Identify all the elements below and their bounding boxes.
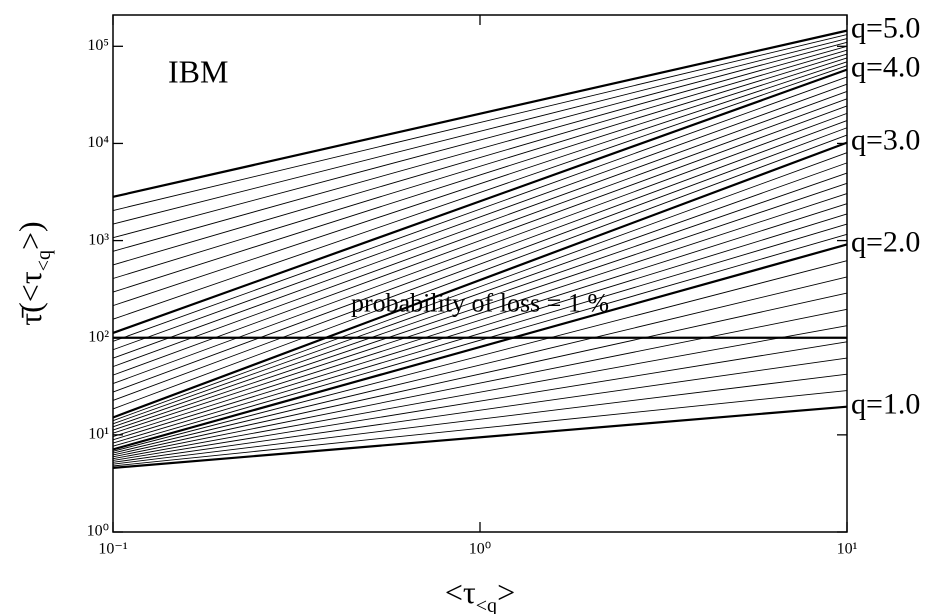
x-tick-label: 10⁰ (469, 541, 491, 558)
x-tick-label: 10⁻¹ (98, 541, 127, 558)
series-line (112, 182, 848, 431)
series-line (112, 405, 848, 469)
x-axis-label-part: <q (476, 595, 497, 614)
series-line (112, 83, 848, 351)
series-line (112, 112, 848, 385)
reference-label: probability of loss = 1 % (351, 289, 609, 318)
series-line (112, 41, 848, 239)
y-axis-label: τ̄(<τ<q>) (12, 221, 54, 325)
series-line (112, 203, 848, 438)
series-line (112, 141, 848, 419)
y-tick-label: 10³ (88, 231, 109, 248)
series-label: q=2.0 (851, 225, 920, 258)
annotation: IBM (168, 53, 228, 89)
series-line (112, 38, 848, 225)
series-line (112, 276, 848, 454)
y-tick-label: 10⁵ (87, 37, 109, 54)
series-line (112, 76, 848, 342)
series-line (112, 91, 848, 359)
series-line (112, 49, 848, 266)
y-tick-label: 10¹ (88, 426, 109, 443)
series-line (112, 105, 848, 376)
series-line (112, 172, 848, 428)
series-line (112, 260, 848, 452)
series-line (112, 341, 848, 461)
series-line (112, 292, 848, 456)
x-axis-label-part: <τ (445, 574, 476, 610)
series-line (112, 390, 848, 467)
y-tick-label: 10⁴ (87, 134, 109, 151)
series-line (112, 45, 848, 252)
series-label: q=3.0 (851, 123, 920, 156)
series-line (112, 243, 848, 451)
series-line (112, 65, 848, 320)
series-line (112, 223, 848, 444)
x-tick-label: 10¹ (837, 541, 858, 558)
series-label: q=4.0 (851, 51, 920, 84)
series-line (112, 152, 848, 422)
series-line (112, 357, 848, 463)
series-line (112, 61, 848, 307)
series-line (112, 127, 848, 401)
x-axis-label-part: > (497, 574, 515, 610)
series-line (112, 68, 848, 334)
x-axis-label: <τ<q> (445, 574, 515, 614)
series-line (112, 53, 848, 279)
y-axis-label-part: <q (33, 250, 55, 271)
series-line (112, 233, 848, 447)
series-line (112, 134, 848, 410)
series-line (112, 98, 848, 368)
series-label: q=5.0 (851, 12, 920, 45)
series-line (112, 213, 848, 441)
series-line (112, 34, 848, 211)
series-line (112, 29, 848, 198)
series-line (112, 120, 848, 393)
series-label: q=1.0 (851, 388, 920, 421)
series-line (112, 162, 848, 425)
series-line (112, 193, 848, 434)
series-line (112, 57, 848, 293)
y-axis-label-part: τ̄(<τ (12, 271, 48, 326)
series-line (112, 308, 848, 458)
series-line (112, 373, 848, 465)
y-axis-label-part: >) (12, 221, 48, 250)
y-tick-label: 10² (88, 328, 109, 345)
series-line (112, 325, 848, 460)
y-tick-label: 10⁰ (87, 523, 109, 540)
